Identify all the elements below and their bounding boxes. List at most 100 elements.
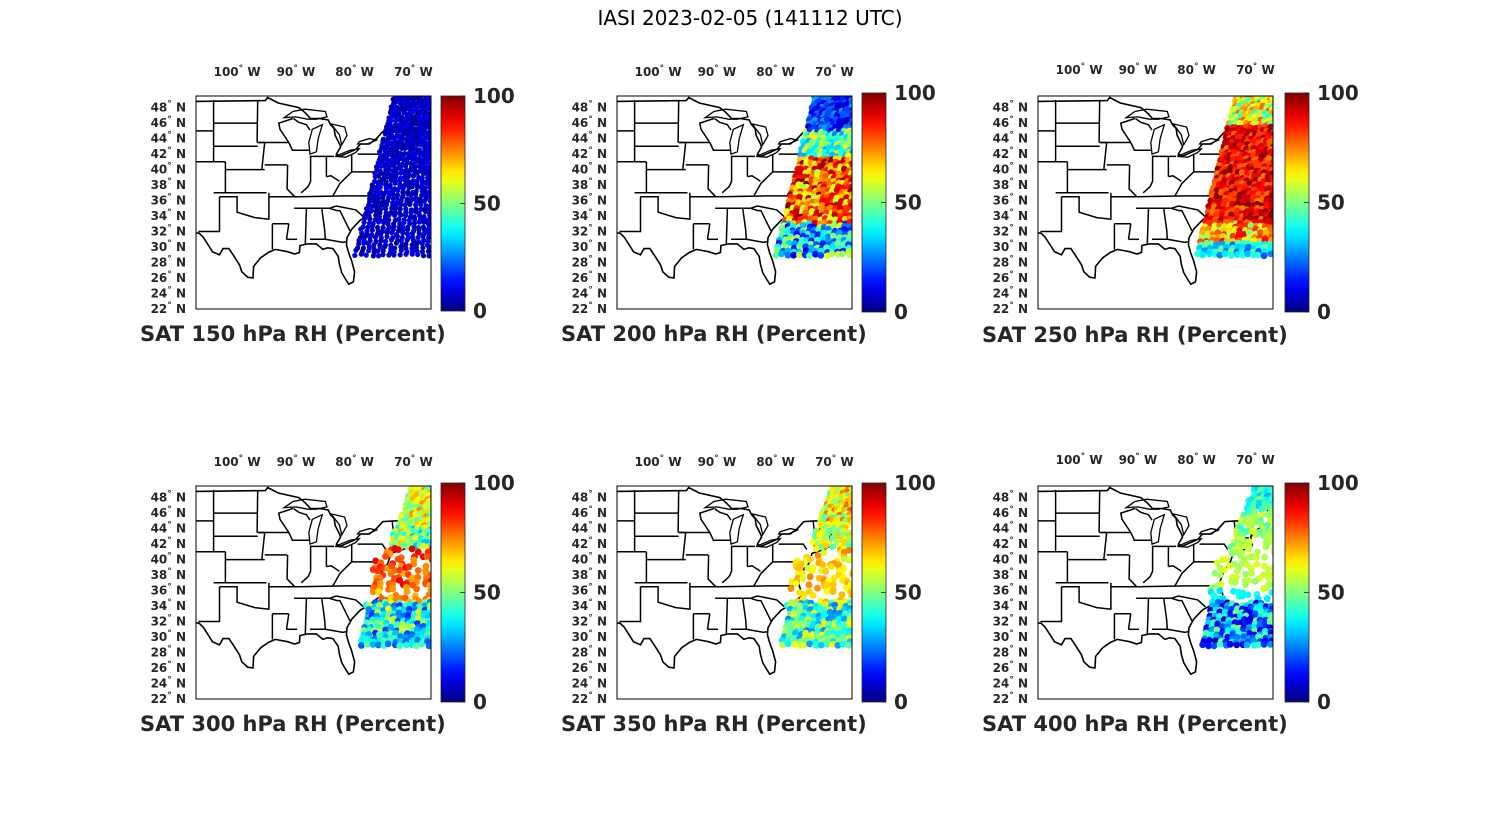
lat-tick-label: 36° N [151,193,186,208]
state-border [1178,205,1206,218]
rh-point [409,146,415,152]
state-border [1142,155,1154,194]
rh-point [370,253,376,259]
state-border [285,223,290,240]
rh-point [398,247,404,253]
rh-point [1245,545,1252,553]
rh-point [1194,250,1201,258]
rh-point [1263,595,1271,603]
rh-point [809,538,817,546]
state-border [1127,613,1132,630]
rh-point [393,128,399,134]
lon-tick-label: 70° W [1236,62,1275,77]
rh-point [396,216,402,222]
lat-tick-label: 38° N [151,567,186,582]
state-border [753,171,774,197]
lat-tick-label: 34° N [572,598,607,613]
rh-point [405,155,411,161]
rh-point [361,215,368,221]
colorbar-tick-label: 100 [894,81,936,105]
rh-point [412,216,418,222]
lat-tick-label: 48° N [993,490,1028,505]
colorbar-tick-label: 100 [1317,81,1359,105]
rh-point [413,191,419,197]
state-border [329,597,351,622]
great-lake-outline [1198,137,1221,145]
lon-tick-label: 90° W [698,64,737,79]
great-lake-outline [1176,147,1204,158]
state-border [619,586,642,623]
rh-point [851,107,852,111]
rh-point [1213,626,1221,634]
lat-tick-label: 46° N [993,115,1028,130]
rh-point [822,567,830,575]
map-content [196,96,431,286]
lon-tick-label: 80° W [335,64,374,79]
rh-point [392,99,398,106]
rh-point [838,591,846,599]
rh-point [375,248,381,254]
rh-point [398,163,405,169]
rh-point [427,170,431,177]
rh-point [413,150,419,156]
figure-title: IASI 2023-02-05 (141112 UTC) [597,6,903,30]
rh-point [1260,640,1268,648]
colorbar-tick-label: 0 [894,300,908,324]
rh-point [1266,538,1273,546]
rh-point [411,220,417,226]
lat-tick-label: 30° N [151,629,186,644]
rh-point [386,212,392,218]
lon-tick-label: 70° W [815,64,854,79]
rh-point [1216,640,1224,648]
rh-point [1239,592,1246,600]
great-lake-outline [702,108,749,120]
rh-point [425,135,431,141]
map-panel-200hpa: 100° W 90° W 80° W 70° W 48° N46° N44° N42° … [561,64,936,346]
rh-point [410,237,416,244]
rh-point [416,230,422,236]
rh-point [1267,250,1273,258]
rh-point [426,124,431,130]
rh-point [1240,633,1247,640]
rh-point [389,113,395,119]
rh-point [424,164,430,170]
lat-tick-label: 36° N [993,583,1028,598]
state-border [698,117,715,143]
rh-point [405,121,411,127]
rh-point [376,601,383,609]
state-border [725,208,729,244]
rh-point [371,242,377,248]
panel-title: SAT 400 hPa RH (Percent) [982,712,1288,736]
rh-point [1223,555,1231,563]
rh-point [400,230,406,236]
colorbar-tick-label: 50 [894,191,922,215]
rh-point [784,640,792,648]
rh-point [1212,211,1220,219]
rh-point [394,233,400,239]
rh-point [427,120,431,126]
rh-point [1216,251,1224,259]
rh-point [413,585,420,593]
rh-point [1262,543,1270,551]
rh-point [427,212,431,218]
great-lake-outline [729,513,745,545]
colorbar-tick-label: 0 [894,690,908,714]
rh-point [430,124,431,127]
state-border [329,207,351,232]
rh-point [1253,560,1261,568]
lat-tick-label: 40° N [572,552,607,567]
rh-point [1212,243,1220,251]
lat-tick-label: 28° N [151,255,186,270]
rh-point [1229,200,1237,208]
rh-point [418,206,424,212]
rh-point [796,243,803,251]
rh-point [1199,251,1207,259]
state-border [1128,164,1138,198]
lat-tick-label: 26° N [993,660,1028,675]
lat-tick-label: 48° N [151,490,186,505]
state-border [1199,543,1229,550]
rh-point [416,219,422,225]
lat-tick-label: 28° N [993,645,1028,660]
rh-point [772,251,780,259]
